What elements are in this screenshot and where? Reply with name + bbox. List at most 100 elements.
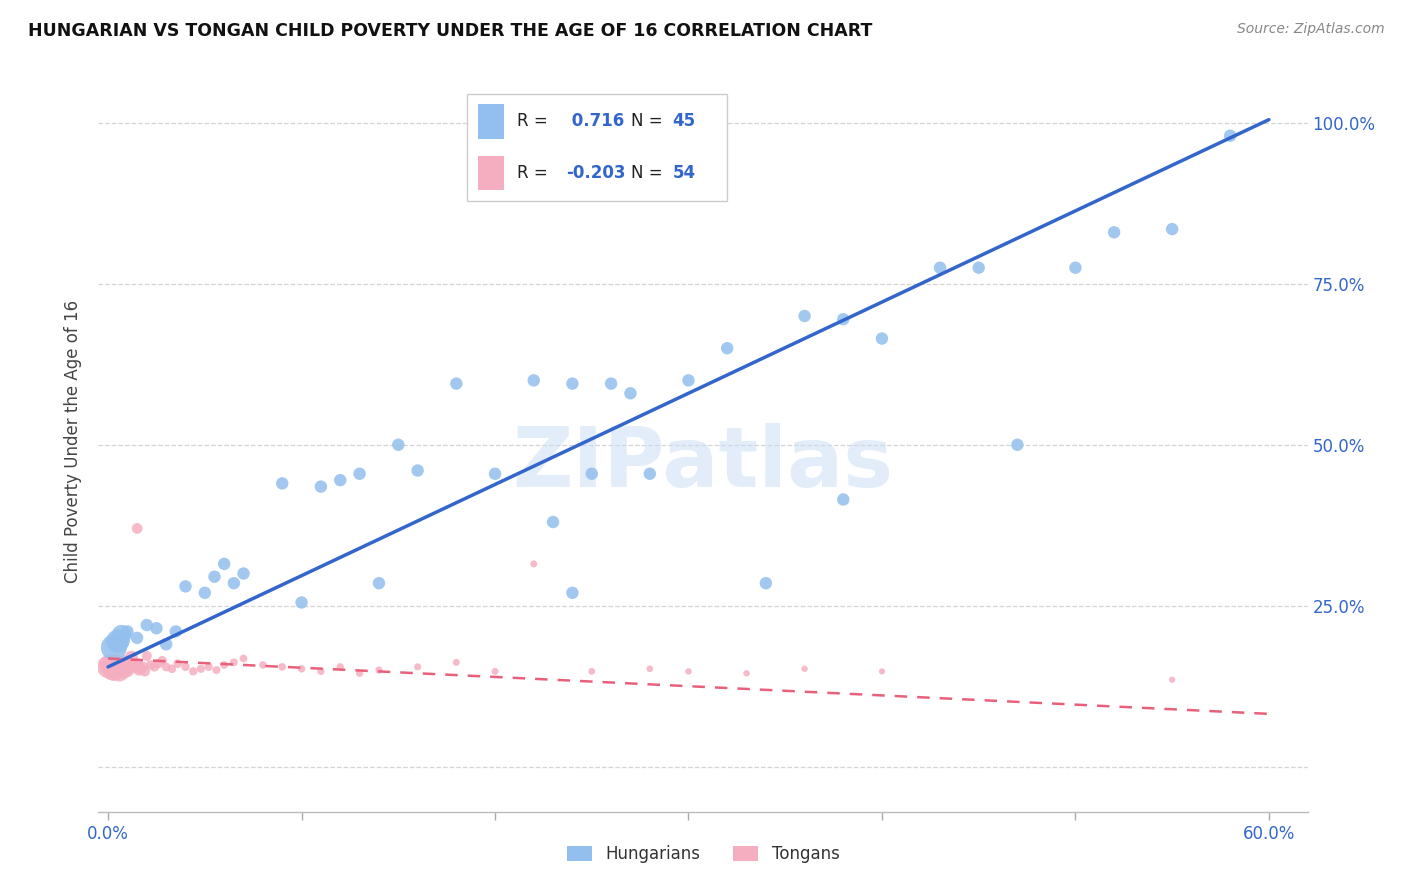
Point [104,657,127,671]
Point [832,312,855,326]
Point [446,376,468,391]
Point [160,662,183,676]
Point [174,579,197,593]
Point [1219,128,1241,143]
Point [290,662,312,676]
Point [678,665,700,679]
Point [638,467,661,481]
Point [716,341,738,355]
Text: ZIPatlas: ZIPatlas [513,423,893,504]
Point [561,376,583,391]
Point [290,595,312,609]
Point [678,373,700,387]
Point [101,663,124,677]
Point [1161,673,1184,687]
Point [128,663,150,677]
Point [581,467,603,481]
Point [793,662,815,676]
Point [329,660,352,674]
Point [484,665,506,679]
Point [122,657,145,672]
Point [97,660,120,674]
Legend: Hungarians, Tongans: Hungarians, Tongans [560,838,846,870]
Point [1102,225,1125,239]
Point [194,586,217,600]
Point [145,621,167,635]
Point [387,438,409,452]
Point [155,637,177,651]
Point [129,662,152,676]
Point [232,566,254,581]
Point [484,467,506,481]
Point [309,480,332,494]
Text: HUNGARIAN VS TONGAN CHILD POVERTY UNDER THE AGE OF 16 CORRELATION CHART: HUNGARIAN VS TONGAN CHILD POVERTY UNDER … [28,22,873,40]
Point [329,473,352,487]
Point [165,624,187,639]
Point [139,657,162,672]
Point [967,260,990,275]
Point [222,656,245,670]
Point [929,260,952,275]
Point [112,634,135,648]
Point [232,651,254,665]
Point [619,386,641,401]
Point [107,662,129,676]
Point [581,665,603,679]
Point [271,660,294,674]
Point [205,663,228,677]
Point [1007,438,1029,452]
Point [166,657,188,671]
Point [204,570,226,584]
Point [155,660,177,674]
Point [132,660,155,674]
Point [541,515,564,529]
Point [111,628,134,642]
Point [108,666,131,681]
Point [271,476,294,491]
Point [222,576,245,591]
Point [174,660,197,674]
Point [127,657,149,671]
Point [1064,260,1087,275]
Point [523,373,546,387]
Point [124,660,146,674]
Point [118,660,141,674]
Point [832,492,855,507]
Point [406,463,429,477]
Point [368,663,391,677]
Point [190,662,212,676]
Text: Source: ZipAtlas.com: Source: ZipAtlas.com [1237,22,1385,37]
Point [349,467,371,481]
Point [523,557,546,571]
Point [98,657,121,672]
Point [150,653,173,667]
Point [870,332,893,346]
Point [735,666,758,681]
Point [368,576,391,591]
Point [107,634,129,648]
Point [117,624,139,639]
Point [870,665,893,679]
Point [103,640,125,655]
Point [755,576,778,591]
Point [117,663,139,677]
Point [793,309,815,323]
Point [111,660,134,674]
Point [112,665,135,679]
Point [406,660,429,674]
Point [197,660,219,674]
Y-axis label: Child Poverty Under the Age of 16: Child Poverty Under the Age of 16 [65,300,83,583]
Point [127,631,149,645]
Point [114,656,136,670]
Point [561,586,583,600]
Point [127,521,149,535]
Point [600,376,623,391]
Point [252,657,274,672]
Point [309,665,332,679]
Point [446,656,468,670]
Point [148,657,170,671]
Point [135,618,157,632]
Point [103,665,125,679]
Point [135,648,157,663]
Point [638,662,661,676]
